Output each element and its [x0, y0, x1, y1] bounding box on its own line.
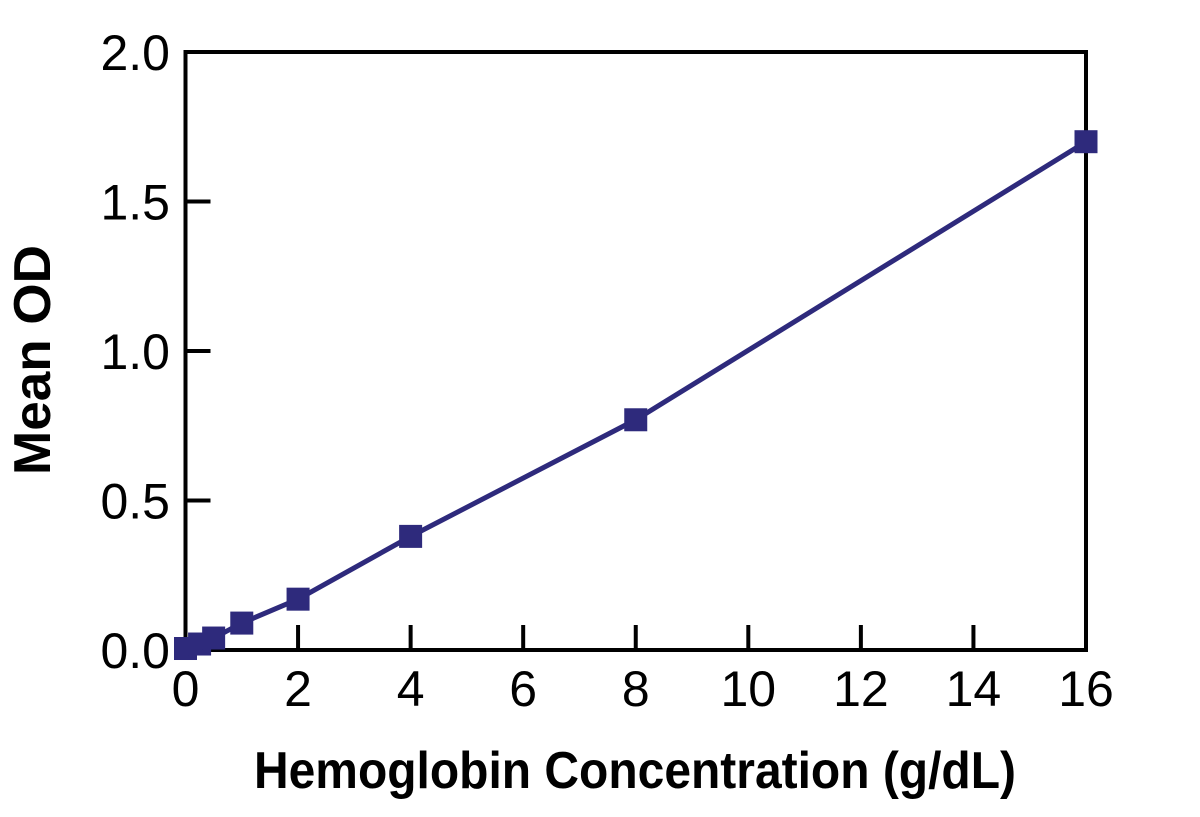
y-tick-label: 1.0 — [100, 324, 170, 380]
data-series — [174, 130, 1098, 661]
data-point-marker — [230, 611, 254, 635]
x-tick-label: 2 — [284, 661, 312, 717]
data-point-marker — [399, 524, 423, 548]
data-point-marker — [1074, 130, 1098, 154]
plot-border — [183, 50, 1088, 652]
y-tick-label: 0.5 — [100, 474, 170, 530]
series-line — [184, 139, 1088, 651]
y-axis-title: Mean OD — [4, 245, 62, 475]
y-tick-label: 1.5 — [100, 175, 170, 231]
y-tick-label: 2.0 — [100, 25, 170, 81]
tick-labels: 0 2 4 6 8 10 12 14 16 0.0 0.5 1.0 1.5 2.0 — [100, 25, 1113, 717]
data-point-marker — [624, 408, 648, 432]
plot-frame — [183, 50, 1088, 652]
x-tick-label: 14 — [946, 661, 1002, 717]
x-tick-label: 12 — [833, 661, 889, 717]
data-point-marker — [286, 587, 310, 611]
x-tick-label: 4 — [397, 661, 425, 717]
x-tick-label: 8 — [622, 661, 650, 717]
y-tick-label: 0.0 — [100, 623, 170, 679]
axis-ticks — [187, 199, 976, 648]
data-point-marker — [202, 626, 226, 650]
x-tick-label: 6 — [509, 661, 537, 717]
x-tick-label: 0 — [172, 661, 200, 717]
x-axis-title: Hemoglobin Concentration (g/dL) — [254, 742, 1016, 800]
x-tick-label: 10 — [721, 661, 777, 717]
x-tick-label: 16 — [1058, 661, 1114, 717]
